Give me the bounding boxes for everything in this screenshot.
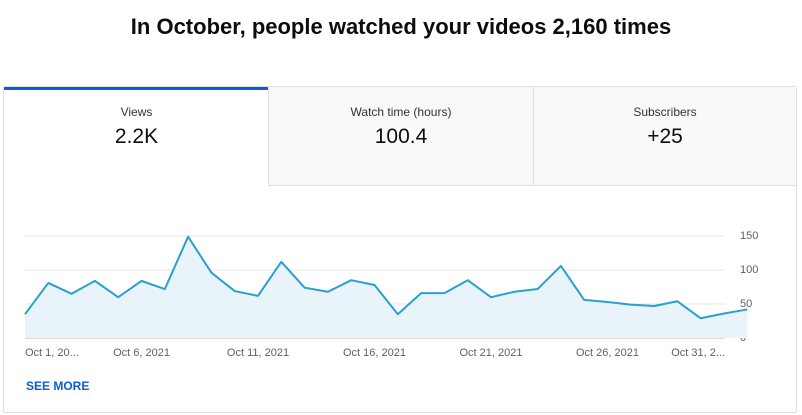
y-tick-label: 50 — [740, 298, 752, 310]
tab-label: Views — [120, 105, 153, 119]
y-tick-label: 100 — [740, 264, 758, 276]
x-tick-label: Oct 21, 2021 — [460, 347, 523, 359]
x-tick-label: Oct 26, 2021 — [576, 347, 639, 359]
tab-value: 2.2K — [114, 125, 159, 148]
headline: In October, people watched your videos 2… — [130, 14, 672, 39]
metrics-card: Views 2.2K Watch time (hours) 100.4 Subscr… — [3, 86, 797, 413]
tab-label: Subscribers — [633, 105, 697, 119]
x-tick-label: Oct 11, 2021 — [227, 347, 289, 359]
see-more-link[interactable]: SEE MORE — [26, 379, 90, 393]
tab-label: Watch time (hours) — [350, 105, 452, 119]
area — [25, 236, 748, 338]
tab[interactable]: Views 2.2K — [4, 87, 269, 186]
x-tick-label: Oct 1, 20... — [25, 347, 79, 359]
tab-value: +25 — [647, 125, 683, 148]
y-tick-label: 150 — [740, 230, 758, 242]
line — [24, 235, 748, 320]
x-tick-label: Oct 6, 2021 — [113, 347, 170, 359]
x-tick-label: Oct 16, 2021 — [343, 347, 406, 359]
tab-value: 100.4 — [374, 125, 428, 148]
tab[interactable]: Watch time (hours) 100.4 — [268, 87, 533, 186]
tab[interactable]: Subscribers +25 — [533, 87, 796, 186]
x-tick-label: Oct 31, 2... — [671, 347, 725, 359]
